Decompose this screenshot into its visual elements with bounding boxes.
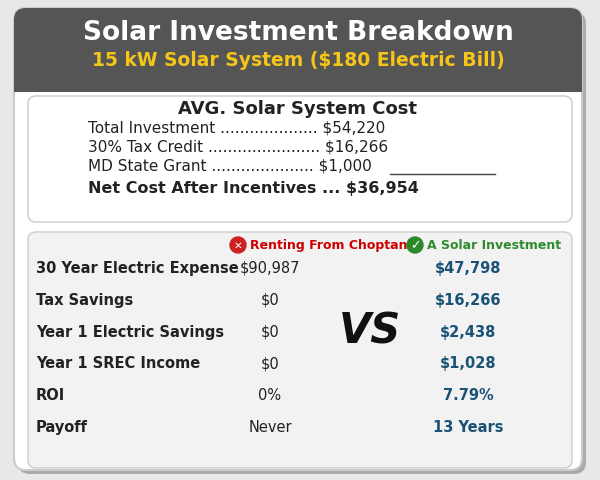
Text: $2,438: $2,438	[440, 324, 496, 339]
Text: $0: $0	[260, 292, 280, 307]
Text: ✓: ✓	[410, 239, 420, 252]
Text: $47,798: $47,798	[435, 260, 501, 275]
Circle shape	[230, 238, 246, 253]
Text: $0: $0	[260, 324, 280, 339]
Text: $0: $0	[260, 356, 280, 371]
Text: 0%: 0%	[259, 388, 281, 403]
Text: Never: Never	[248, 420, 292, 434]
FancyBboxPatch shape	[28, 97, 572, 223]
Text: 15 kW Solar System ($180 Electric Bill): 15 kW Solar System ($180 Electric Bill)	[92, 50, 505, 69]
Text: ✕: ✕	[233, 240, 242, 250]
Text: Total Investment .................... $54,220: Total Investment .................... $5…	[88, 120, 385, 135]
Text: AVG. Solar System Cost: AVG. Solar System Cost	[179, 100, 418, 118]
FancyBboxPatch shape	[18, 13, 586, 474]
Text: Payoff: Payoff	[36, 420, 88, 434]
Text: ROI: ROI	[36, 388, 65, 403]
Bar	[14, 81, 582, 93]
Text: 30 Year Electric Expense: 30 Year Electric Expense	[36, 260, 239, 275]
Text: Solar Investment Breakdown: Solar Investment Breakdown	[83, 20, 514, 46]
Text: $16,266: $16,266	[435, 292, 501, 307]
Text: $90,987: $90,987	[240, 260, 300, 275]
Text: Renting From Choptank: Renting From Choptank	[250, 239, 416, 252]
Text: 30% Tax Credit ....................... $16,266: 30% Tax Credit ....................... $…	[88, 139, 388, 154]
Circle shape	[407, 238, 423, 253]
Text: Year 1 SREC Income: Year 1 SREC Income	[36, 356, 200, 371]
Text: Year 1 Electric Savings: Year 1 Electric Savings	[36, 324, 224, 339]
Text: MD State Grant ..................... $1,000: MD State Grant ..................... $1,…	[88, 158, 372, 173]
Text: A Solar Investment: A Solar Investment	[427, 239, 561, 252]
FancyBboxPatch shape	[14, 9, 582, 470]
Text: $1,028: $1,028	[440, 356, 496, 371]
FancyBboxPatch shape	[14, 9, 582, 93]
Text: Net Cost After Incentives ... $36,954: Net Cost After Incentives ... $36,954	[88, 180, 419, 195]
Text: 13 Years: 13 Years	[433, 420, 503, 434]
FancyBboxPatch shape	[28, 232, 572, 468]
Text: Tax Savings: Tax Savings	[36, 292, 133, 307]
Text: VS: VS	[339, 311, 401, 352]
Text: 7.79%: 7.79%	[443, 388, 493, 403]
